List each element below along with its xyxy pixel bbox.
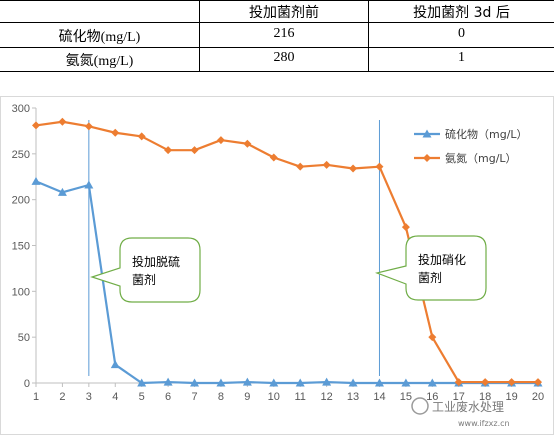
series-1-point	[58, 117, 67, 126]
series-0-point	[401, 378, 411, 387]
series-1-point	[32, 121, 40, 130]
callout-text: 投加脱硫	[132, 254, 180, 269]
series-1-point	[164, 146, 173, 155]
x-tick-label: 17	[453, 391, 465, 403]
y-tick-label: 150	[12, 241, 30, 253]
legend: 硫化物（mg/L） 氨氮（mg/L）	[414, 127, 528, 165]
x-tick-label: 6	[165, 391, 171, 403]
table-cell-sulfide-before: 216	[273, 26, 295, 41]
series-1-point	[481, 378, 490, 387]
x-tick-label: 7	[191, 391, 197, 403]
legend-marker	[423, 154, 431, 162]
series-0-point	[269, 378, 279, 387]
table-cell-sulfide-after: 0	[458, 26, 465, 41]
x-tick-label: 5	[139, 391, 145, 403]
watermark-sub: www.ifzxz.cn	[458, 419, 510, 428]
x-tick-label: 8	[218, 391, 224, 403]
callout-box	[90, 237, 201, 303]
x-tick-label: 3	[86, 391, 92, 403]
x-tick-label: 14	[373, 391, 385, 403]
series-0-point	[57, 187, 67, 196]
table-rule-header	[0, 22, 554, 23]
legend-marker	[422, 129, 432, 138]
series-1-point	[428, 333, 437, 342]
series-1-point	[454, 378, 463, 387]
y-tick-label: 200	[12, 195, 30, 207]
callout-text: 菌剂	[418, 270, 442, 285]
table-col-divider-1	[199, 0, 200, 72]
callout-text: 投加硝化	[418, 252, 466, 267]
callout-text: 菌剂	[132, 272, 156, 287]
series-1-point	[296, 162, 305, 171]
x-tick-label: 10	[268, 391, 280, 403]
series-1-point	[322, 160, 331, 169]
callout-box	[374, 235, 487, 301]
table-header-before: 投加菌剂前	[249, 5, 319, 21]
y-tick-label: 300	[12, 103, 30, 115]
x-tick-label: 9	[244, 391, 250, 403]
series-0-point	[348, 378, 358, 387]
table-row-label-ammonia: 氨氮(mg/L)	[65, 54, 134, 69]
series-1-point	[375, 162, 384, 171]
series-0-point	[84, 180, 94, 189]
x-tick-label: 2	[59, 391, 65, 403]
series-group	[31, 117, 543, 387]
y-tick-label: 0	[24, 378, 30, 390]
series-line-0	[35, 180, 538, 385]
x-tick-label: 11	[294, 391, 305, 403]
series-1-point	[111, 128, 120, 137]
series-line-1	[35, 120, 538, 384]
series-0-point	[374, 378, 384, 387]
series-1-point	[216, 136, 225, 145]
table-header-after: 投加菌剂 3d 后	[413, 5, 510, 21]
wechat-icon	[411, 397, 429, 415]
x-tick-label: 1	[33, 391, 39, 403]
series-0-point	[137, 378, 147, 387]
series-1-point	[190, 146, 199, 155]
table-cell-ammonia-after: 1	[458, 50, 465, 65]
series-1-point	[534, 378, 542, 387]
series-1-point	[137, 132, 146, 141]
series-1-point	[507, 378, 516, 387]
series-0-point	[295, 378, 305, 387]
table-cell-ammonia-before: 280	[273, 50, 295, 65]
series-1-point	[269, 153, 278, 162]
x-tick-label: 4	[112, 391, 118, 403]
watermark-main: 工业废水处理	[432, 399, 504, 414]
x-tick-label: 16	[426, 391, 438, 403]
series-0-point	[190, 378, 200, 387]
series-1-point	[401, 223, 410, 232]
series-0-point	[427, 378, 437, 387]
series-0-point	[163, 377, 173, 386]
series-0-point	[216, 378, 226, 387]
y-tick-label: 250	[12, 149, 30, 161]
table-rule-row	[0, 47, 554, 48]
table-rule-bottom	[0, 71, 554, 72]
series-0-point	[242, 377, 252, 386]
table-col-divider-2	[368, 0, 369, 72]
legend-label: 氨氮（mg/L）	[445, 151, 517, 165]
series-0-point	[110, 360, 120, 369]
x-tick-label: 12	[321, 391, 333, 403]
series-1-point	[349, 164, 358, 173]
series-1-point	[84, 122, 93, 131]
legend-label: 硫化物（mg/L）	[445, 127, 528, 141]
x-tick-label: 13	[347, 391, 359, 403]
x-tick-label: 20	[532, 391, 544, 403]
y-tick-label: 100	[12, 286, 30, 298]
x-tick-label: 18	[479, 391, 491, 403]
series-0-point	[31, 176, 41, 185]
table-rule-top	[0, 0, 554, 1]
data-table: 投加菌剂前 投加菌剂 3d 后 硫化物(mg/L) 216 0 氨氮(mg/L)…	[0, 0, 554, 72]
y-tick-label: 50	[18, 332, 30, 344]
watermark: 工业废水处理 www.ifzxz.cn	[411, 397, 510, 428]
x-tick-label: 19	[505, 391, 517, 403]
series-1-point	[243, 139, 252, 148]
series-0-point	[322, 377, 332, 386]
x-tick-label: 15	[400, 391, 412, 403]
table-row-label-sulfide: 硫化物(mg/L)	[58, 30, 141, 45]
